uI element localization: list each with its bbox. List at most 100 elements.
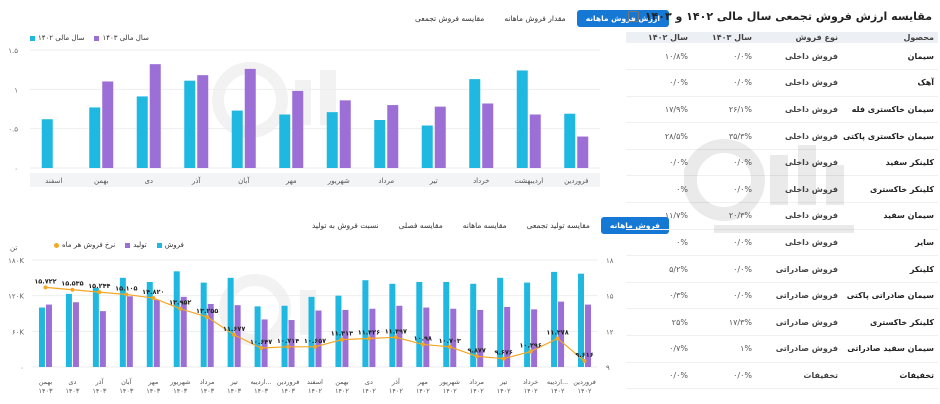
x-tick-label-year: ۱۴۰۳ <box>227 387 241 395</box>
cell-sale-type: فروش صادراتی <box>756 282 842 310</box>
bar-production <box>288 320 295 367</box>
cell-sale-type: فروش داخلی <box>756 175 842 204</box>
cell-1402: ۱۰/۸% <box>626 43 692 71</box>
x-tick-label-year: ۱۴۰۲ <box>308 387 322 395</box>
cell-1402: ۱۱/۷% <box>626 202 692 230</box>
cell-1403: ۰/۰% <box>692 175 756 204</box>
cell-1403: ۰/۰% <box>692 362 756 390</box>
tab-seasonal-compare[interactable]: مقایسه فصلی <box>398 221 443 230</box>
table-row[interactable]: سیمان سفید فروش داخلی ۲۰/۳% ۱۱/۷% <box>626 202 938 230</box>
x-tick-label: فروردین <box>277 378 300 386</box>
rate-data-label: ۱۱.۳۱۳ <box>331 330 353 338</box>
rate-point <box>178 306 183 311</box>
bar-1402 <box>41 119 53 168</box>
table-row[interactable]: سیمان خاکستری فله فروش داخلی ۲۶/۱% ۱۷/۹% <box>626 96 938 124</box>
table-row[interactable]: سیمان خاکستری پاکتی فروش داخلی ۳۵/۳% ۲۸/۵% <box>626 122 938 150</box>
legend-item-1403[interactable]: سال مالی ۱۴۰۳ <box>94 34 149 42</box>
table-row[interactable]: کلینکر سفید فروش داخلی ۰/۰% ۰/۰% <box>626 149 938 177</box>
bar-1402 <box>184 80 196 168</box>
tab-cumulative-production-compare[interactable]: مقایسه تولید تجمعی <box>526 221 590 230</box>
monthly-sales-value-chart: ۰ ۰.۵ ۱ ۱.۵ فروردین اردیبهشت خرداد تیر مرداد شهری… <box>8 47 600 187</box>
rate-point <box>339 337 344 342</box>
table-row[interactable]: سیمان صادراتی پاکتی فروش صادراتی ۰/۰% ۰/۳% <box>626 282 938 310</box>
rate-point <box>259 345 264 350</box>
monthly-sales-production-chart: تن۰۶۰K۱۲۰K۱۸۰K۹۱۲۱۵۱۸فروردین۱۴۰۲اردیبه..… <box>8 244 614 395</box>
cell-1403: ۱۷/۳% <box>692 308 756 337</box>
tab-monthly-sales-value[interactable]: ارزش فروش ماهانه <box>576 10 669 27</box>
bar-sales <box>254 306 261 367</box>
bar-production <box>261 319 268 367</box>
x-tick-label: آذر <box>391 377 401 386</box>
x-tick-label: دی <box>68 378 76 386</box>
table-row[interactable]: آهک فروش داخلی ۰/۰% ۰/۰% <box>626 69 938 97</box>
rate-data-label: ۹.۶۱۶ <box>575 351 593 359</box>
x-tick-label: مرداد <box>378 177 394 185</box>
cell-1402: ۰/۳% <box>626 282 692 310</box>
column-header-year-1403[interactable]: سال ۱۴۰۳ <box>692 32 756 43</box>
cell-sale-type: فروش داخلی <box>756 149 842 177</box>
bar-production <box>99 311 106 367</box>
bar-sales <box>65 293 72 367</box>
bar-production <box>153 299 160 367</box>
table-row[interactable]: تخفیفات تخفیفات ۰/۰% ۰/۰% <box>626 362 938 390</box>
rate-point <box>97 290 102 295</box>
rate-data-label: ۱۵.۷۲۲ <box>34 277 56 285</box>
table-row[interactable]: سیمان فروش داخلی ۰/۰% ۱۰/۸% <box>626 43 938 71</box>
table-row[interactable]: کلینکر خاکستری فروش داخلی ۰/۰% ۰% <box>626 175 938 204</box>
bar-production <box>72 302 79 367</box>
legend-item-1402[interactable]: سال مالی ۱۴۰۲ <box>30 34 84 42</box>
table-row[interactable]: سیمان سفید صادراتی فروش صادراتی ۱% ۰/۷% <box>626 335 938 363</box>
x-tick-label-year: ۱۴۰۲ <box>551 387 565 395</box>
x-tick-label-year: ۱۴۰۲ <box>578 387 592 395</box>
legend-swatch-icon <box>30 35 35 41</box>
bar-sales <box>227 277 234 367</box>
column-header-year-1402[interactable]: سال ۱۴۰۲ <box>626 32 692 43</box>
legend-item-rate[interactable]: نرخ فروش هر ماه <box>54 241 115 249</box>
column-header-sale-type[interactable]: نوع فروش <box>756 32 842 43</box>
cell-1403: ۳۵/۳% <box>692 122 756 150</box>
y-right-tick-label: ۱۲ <box>606 328 614 336</box>
legend-item-production[interactable]: تولید <box>125 241 147 249</box>
x-tick-label-year: ۱۴۰۲ <box>524 387 538 395</box>
x-tick-label-year: ۱۴۰۲ <box>362 387 376 395</box>
tab-cumulative-sales-compare[interactable]: مقایسه فروش تجمعی <box>415 14 485 23</box>
cell-product: سیمان خاکستری پاکتی <box>842 122 938 150</box>
cell-1403: ۲۶/۱% <box>692 96 756 124</box>
x-tick-label: مهر <box>285 177 297 185</box>
legend-item-sales[interactable]: فروش <box>156 241 184 249</box>
bar-1403 <box>577 136 589 168</box>
x-tick-label-year: ۱۴۰۳ <box>92 387 106 395</box>
table-header-row: محصول نوع فروش سال ۱۴۰۳ سال ۱۴۰۲ <box>626 32 938 43</box>
x-tick-label: بهمن <box>94 177 109 185</box>
x-tick-label: شهریور <box>439 378 460 386</box>
cell-1403: ۰/۰% <box>692 69 756 97</box>
column-header-product[interactable]: محصول <box>842 32 938 43</box>
bar-sales <box>578 273 585 367</box>
cell-1402: ۲۸/۵% <box>626 122 692 150</box>
tab-monthly-sales-quantity[interactable]: مقدار فروش ماهانه <box>504 14 566 23</box>
cell-1403: ۰/۰% <box>692 255 756 283</box>
table-row[interactable]: سایر فروش داخلی ۰/۰% ۰% <box>626 229 938 257</box>
tab-monthly-compare[interactable]: مقایسه ماهانه <box>462 221 507 230</box>
cell-1402: ۰% <box>626 175 692 204</box>
cell-1403: ۱% <box>692 335 756 363</box>
x-tick-label-year: ۱۴۰۳ <box>200 387 214 395</box>
bar-1402 <box>326 112 338 168</box>
x-tick-label: فروردین <box>573 378 596 386</box>
table-row[interactable]: کلینکر خاکستری فروش صادراتی ۱۷/۳% ۲۵% <box>626 308 938 337</box>
bar-sales <box>362 280 369 367</box>
table-row[interactable]: کلینکر فروش صادراتی ۰/۰% ۵/۲% <box>626 255 938 283</box>
cell-1402: ۰/۰% <box>626 149 692 177</box>
y-left-tick-label: ۱۲۰K <box>8 293 24 301</box>
bar-production <box>315 310 322 367</box>
cell-sale-type: فروش صادراتی <box>756 255 842 283</box>
x-tick-label: آذر <box>94 377 104 386</box>
bar-1403 <box>149 64 161 168</box>
charts-panel: ارزش فروش ماهانه مقدار فروش ماهانه مقایس… <box>8 10 669 395</box>
legend-swatch-icon <box>125 242 131 248</box>
cell-1402: ۰/۰% <box>626 362 692 390</box>
tab-sales-to-production-ratio[interactable]: نسبت فروش به تولید <box>312 221 379 230</box>
expand-icon[interactable]: ‹ <box>628 11 639 22</box>
rate-point <box>232 332 237 337</box>
x-tick-label-year: ۱۴۰۳ <box>38 387 52 395</box>
